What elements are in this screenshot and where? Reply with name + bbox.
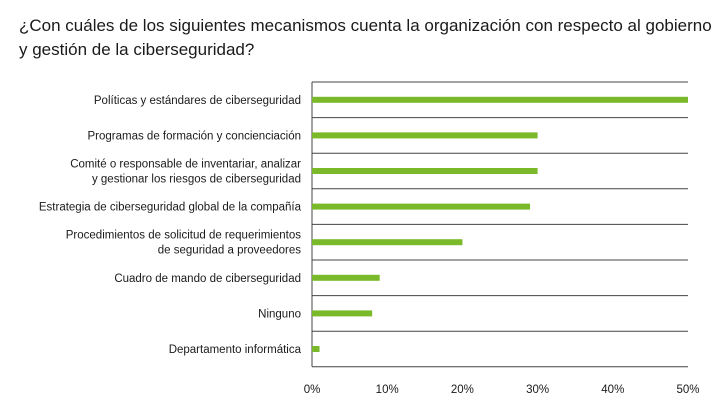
bar [312, 168, 538, 174]
x-tick-label: 20% [451, 384, 474, 396]
bar [312, 203, 531, 210]
x-tick-label: 0% [304, 384, 321, 396]
bar [312, 132, 538, 139]
x-tick-label: 10% [376, 384, 399, 396]
bar [312, 239, 463, 246]
category-label: Cuadro de mando de ciberseguridad [114, 273, 301, 285]
bar [312, 96, 688, 103]
category-label: Comité o responsable de inventariar, ana… [70, 159, 301, 171]
x-tick-label: 50% [676, 384, 699, 396]
category-label: Políticas y estándares de ciberseguridad [94, 95, 301, 107]
category-label: Ninguno [258, 308, 301, 320]
category-label: Estrategia de ciberseguridad global de l… [39, 202, 302, 214]
category-label: Procedimientos de solicitud de requerimi… [66, 230, 301, 242]
category-label: de seguridad a proveedores [158, 245, 301, 257]
bar [312, 310, 373, 317]
category-label: y gestionar los riesgos de cibersegurida… [92, 174, 301, 186]
x-tick-label: 40% [601, 384, 624, 396]
bar [312, 346, 320, 352]
bar [312, 274, 380, 281]
category-label: Departamento informática [169, 344, 302, 356]
chart-title: ¿Con cuáles de los siguientes mecanismos… [19, 16, 712, 59]
category-label: Programas de formación y concienciación [88, 130, 302, 142]
x-tick-label: 30% [526, 384, 549, 396]
